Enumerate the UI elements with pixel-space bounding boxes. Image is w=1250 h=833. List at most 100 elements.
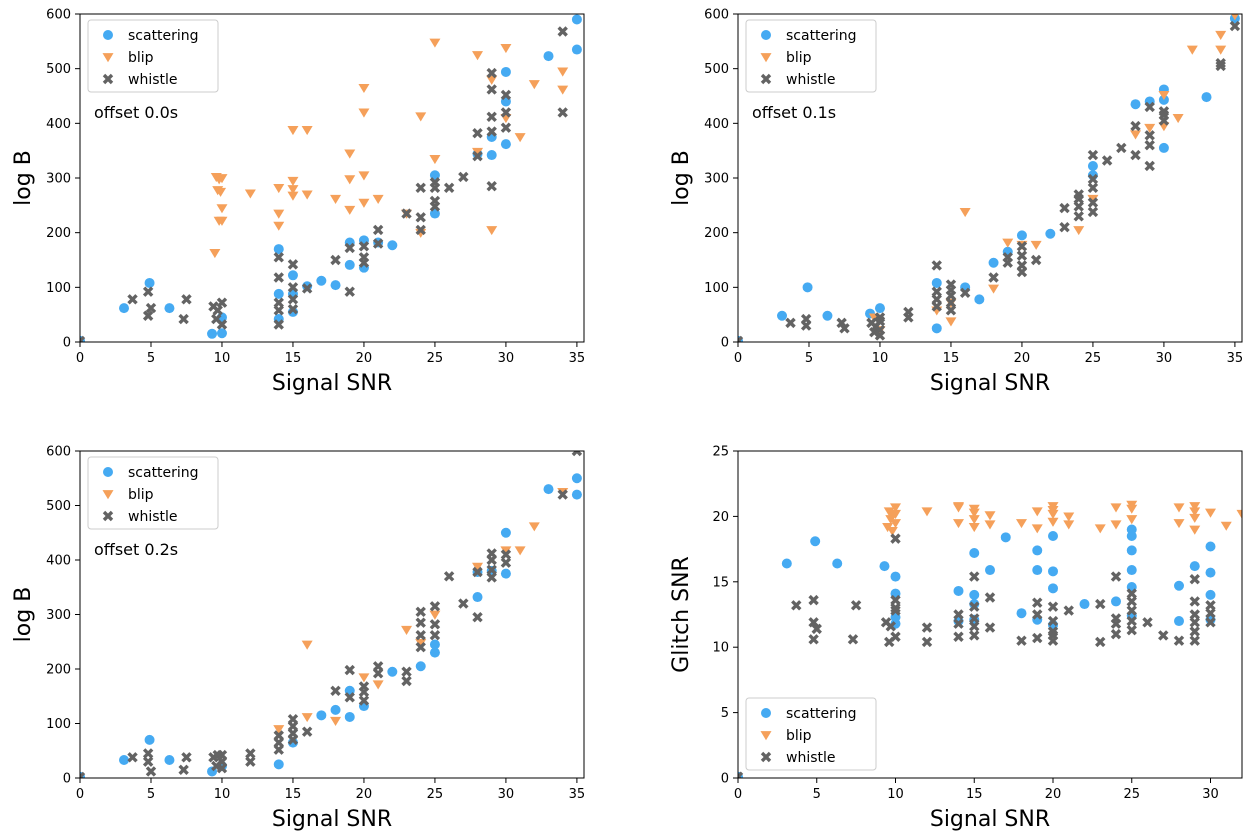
x-tick-label: 5 [147, 787, 155, 802]
blip-point [301, 713, 313, 723]
whistle-point [969, 601, 980, 612]
blip-point [330, 194, 342, 204]
scattering-point [1189, 561, 1200, 572]
scattering-point [1048, 583, 1058, 594]
y-tick-label: 500 [46, 499, 71, 514]
whistle-point [1016, 266, 1028, 278]
blip-point [1126, 515, 1138, 525]
blip-point [514, 546, 526, 556]
whistle-point [287, 282, 299, 293]
whistle-point [178, 764, 189, 776]
blip-point [287, 176, 299, 186]
whistle-point [372, 224, 384, 236]
whistle-point [212, 305, 223, 316]
scattering-point [500, 66, 511, 77]
legend-label-blip: blip [786, 50, 812, 66]
whistle-point [931, 301, 942, 312]
y-tick-label: 0 [721, 336, 729, 351]
blip-point [472, 562, 484, 572]
whistle-point [885, 621, 896, 632]
scattering-point [330, 704, 341, 715]
scattering-point [1126, 565, 1137, 576]
scattering-point [144, 734, 155, 745]
y-tick-label: 400 [46, 117, 71, 132]
scattering-point [988, 257, 999, 268]
blip-point [1158, 91, 1170, 101]
legend-whistle-marker [102, 510, 114, 522]
whistle-point [1144, 130, 1155, 141]
whistle-point [557, 26, 568, 37]
x-tick-label: 10 [214, 787, 231, 802]
blip-point [358, 108, 370, 118]
scattering-point [777, 310, 788, 321]
blip-point [500, 546, 512, 556]
whistle-point [181, 752, 192, 763]
whistle-point [429, 619, 441, 630]
whistle-point [287, 259, 299, 270]
x-tick-label: 20 [1014, 351, 1031, 366]
whistle-point [216, 319, 228, 330]
x-tick-label: 30 [1202, 787, 1219, 802]
legend-label-whistle: whistle [128, 72, 178, 88]
legend-box [87, 456, 219, 530]
whistle-point [785, 317, 796, 329]
chart-panel-2: 0 5 10 15 20 25 30 35 0 100 200 300 400 500 600 Signal … [669, 8, 1243, 397]
blip-point [1002, 238, 1014, 248]
whistle-point [903, 312, 914, 323]
whistle-point [969, 630, 980, 641]
whistle-point [1144, 160, 1155, 172]
x-tick-label: 35 [1227, 351, 1244, 366]
scattering-point [810, 536, 821, 547]
blip-point [1186, 45, 1198, 55]
whistle-point [1032, 632, 1043, 644]
y-tick-label: 0 [63, 336, 71, 351]
blip-point [372, 194, 384, 204]
scattering-point [164, 303, 175, 314]
whistle-point [472, 612, 483, 623]
scattering-point [415, 661, 426, 672]
legend-scattering-marker [761, 708, 771, 718]
blip-point [1063, 520, 1075, 530]
scattering-point [571, 44, 582, 55]
whistle-point [839, 323, 850, 334]
blip-point [486, 226, 498, 236]
scattering-point [969, 548, 980, 559]
whistle-point [1126, 615, 1137, 627]
whistle-point [358, 695, 370, 706]
whistle-point [415, 630, 426, 641]
whistle-point [358, 241, 370, 252]
whistle-point [145, 766, 157, 777]
blip-point [886, 526, 898, 537]
whistle-point [142, 748, 154, 759]
scattering-point [500, 139, 511, 150]
whistle-point [245, 748, 256, 759]
x-tick-label: 5 [147, 351, 155, 366]
data-points [738, 500, 1242, 778]
y-tick-label: 300 [46, 172, 71, 187]
whistle-point [1126, 624, 1137, 636]
x-tick-label: 15 [966, 787, 983, 802]
whistle-point [1032, 609, 1043, 620]
scattering-point [1045, 228, 1056, 239]
scattering-point [1032, 565, 1043, 576]
blip-point [244, 189, 256, 199]
y-axis-label: log B [11, 150, 36, 206]
whistle-point [401, 666, 412, 677]
whistle-point [287, 303, 299, 315]
whistle-point [800, 320, 812, 331]
blip-point [472, 51, 484, 61]
whistle-point [1095, 598, 1106, 610]
scattering-point [985, 565, 995, 576]
legend-scattering-marker [103, 467, 113, 477]
blip-point [216, 204, 228, 214]
scattering-point [890, 571, 901, 582]
scattering-point [1205, 589, 1216, 600]
y-tick-label: 100 [46, 717, 71, 732]
blip-point [358, 198, 370, 208]
whistle-point [1047, 615, 1059, 627]
y-tick-label: 20 [712, 510, 729, 525]
whistle-point [1205, 607, 1216, 619]
blip-point [1087, 194, 1099, 204]
scattering-point [874, 303, 885, 314]
whistle-point [959, 287, 971, 299]
